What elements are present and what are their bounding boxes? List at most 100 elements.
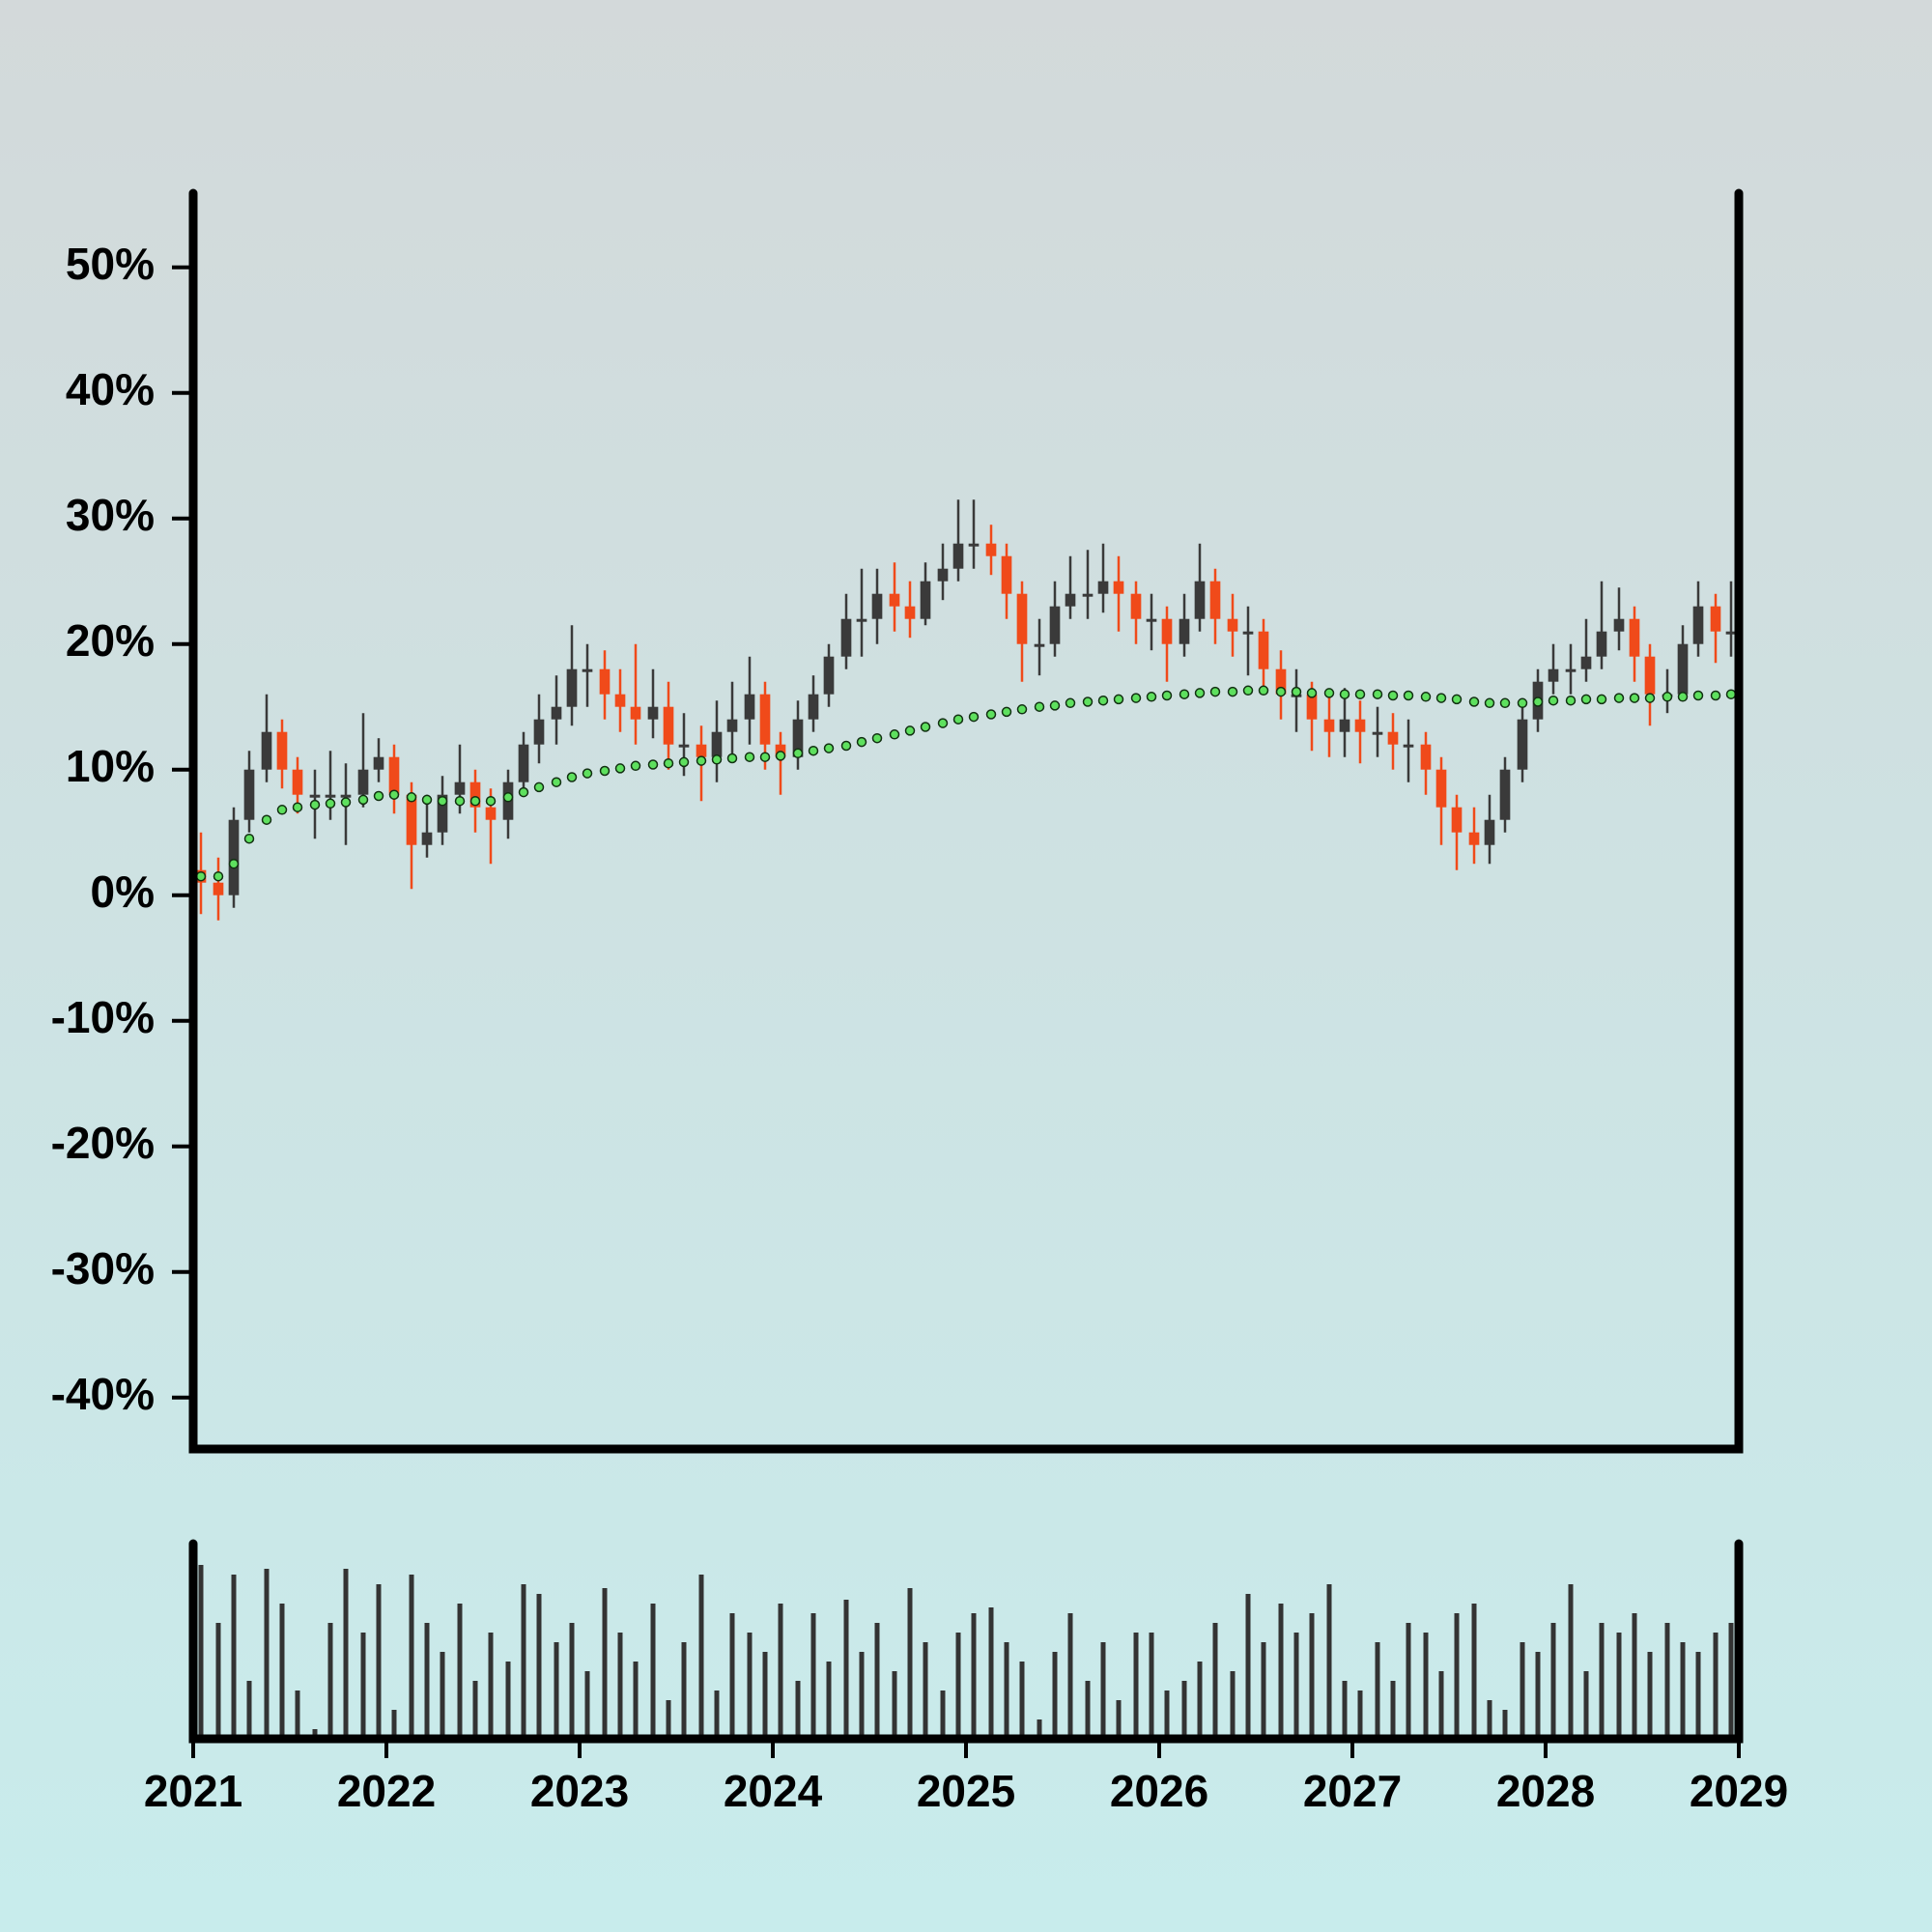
ma-dot [1049, 700, 1061, 711]
ma-dot [1435, 693, 1447, 703]
candle-body [582, 668, 593, 672]
volume-bar [795, 1681, 801, 1739]
ma-dot [261, 814, 272, 825]
ma-dot [195, 870, 207, 882]
candle-body [1710, 606, 1721, 632]
candle-body [937, 568, 949, 582]
candle-body [357, 769, 369, 795]
candle-body [325, 794, 336, 798]
ma-dot [630, 760, 641, 772]
ma-dot [502, 792, 514, 803]
ma-dot [1209, 686, 1221, 697]
candle-body [1194, 581, 1206, 619]
candle-body [1565, 668, 1577, 672]
volume-bar [1197, 1662, 1203, 1739]
ma-dot [985, 709, 997, 720]
y-tick-label: -20% [51, 1118, 155, 1168]
candle-body [726, 719, 738, 732]
ma-dot [1113, 694, 1124, 705]
candle-body [1179, 618, 1190, 644]
ma-dot [904, 725, 916, 736]
volume-bar [376, 1584, 382, 1739]
x-tick-label: 2025 [917, 1766, 1015, 1816]
candle-body [1339, 719, 1350, 732]
y-tick-label: 50% [66, 239, 155, 289]
volume-bar [198, 1565, 204, 1739]
candle-body [1258, 631, 1269, 669]
volume-bar [472, 1681, 478, 1739]
ma-dot [437, 795, 448, 807]
candle-body [1613, 618, 1625, 632]
volume-bar [312, 1729, 318, 1739]
volume-bar [1728, 1623, 1734, 1739]
y-tick-label: -30% [51, 1243, 155, 1293]
x-tick-label: 2028 [1496, 1766, 1595, 1816]
y-tick-label: 10% [66, 741, 155, 791]
x-tick-label: 2021 [144, 1766, 242, 1816]
candle-body [1097, 581, 1109, 594]
ma-dot [1420, 692, 1432, 702]
ma-dot [1258, 685, 1269, 696]
ma-dot [1291, 686, 1302, 697]
volume-bar [505, 1662, 511, 1739]
ma-dot [1644, 693, 1656, 703]
candle-body [599, 668, 611, 695]
candle-body [261, 731, 272, 770]
volume-bar [859, 1652, 865, 1739]
volume-bar [231, 1575, 237, 1739]
ma-dot [871, 732, 883, 744]
volume-bar [1632, 1613, 1637, 1739]
candle-body [1146, 618, 1157, 622]
ma-dot [614, 763, 626, 774]
candle-body [1082, 593, 1094, 597]
candle-body [711, 731, 723, 757]
ma-dot [243, 833, 255, 844]
volume-bar [409, 1575, 414, 1739]
volume-bar [264, 1569, 270, 1739]
ma-dot [1016, 704, 1028, 715]
candle-body [614, 694, 626, 707]
candle-body [1420, 744, 1432, 770]
volume-bar [810, 1613, 816, 1739]
volume-bar [729, 1613, 735, 1739]
volume-bar [1019, 1662, 1025, 1739]
volume-bar [1212, 1623, 1218, 1739]
candle-body [1161, 618, 1173, 644]
ma-dot [1725, 689, 1737, 699]
ma-dot [696, 755, 707, 766]
ma-dot [968, 711, 980, 723]
ma-dot [1001, 706, 1012, 718]
ma-dot [663, 757, 674, 769]
candle-body [1049, 606, 1061, 644]
ma-dot [1662, 692, 1673, 702]
ma-dot [647, 759, 659, 770]
y-tick-label: -40% [51, 1369, 155, 1419]
y-tick-label: 20% [66, 615, 155, 666]
ma-dot [1146, 692, 1157, 702]
candle-body [1209, 581, 1221, 619]
candle-body [1275, 668, 1287, 695]
volume-bar [554, 1642, 559, 1739]
candle-body [696, 744, 707, 757]
volume-bar [843, 1600, 849, 1739]
candle-body [1242, 631, 1254, 635]
volume-bar [650, 1604, 656, 1739]
volume-bar [1423, 1633, 1429, 1739]
candle-body [373, 756, 384, 770]
volume-bar [666, 1700, 671, 1739]
y-tick-label: 0% [91, 867, 155, 917]
ma-dot [952, 714, 964, 724]
price-frame [188, 188, 1744, 1454]
ma-dot [937, 718, 949, 728]
volume-bar [1293, 1633, 1299, 1739]
ma-dot [1580, 694, 1592, 705]
volume-bar [1326, 1584, 1332, 1739]
candle-body [1001, 555, 1012, 594]
volume-bar [488, 1633, 494, 1739]
volume-bar [1100, 1642, 1106, 1739]
candle-body [1227, 618, 1238, 632]
volume-bar [1261, 1642, 1266, 1739]
ma-dot [518, 786, 529, 798]
candle-body [292, 769, 303, 795]
